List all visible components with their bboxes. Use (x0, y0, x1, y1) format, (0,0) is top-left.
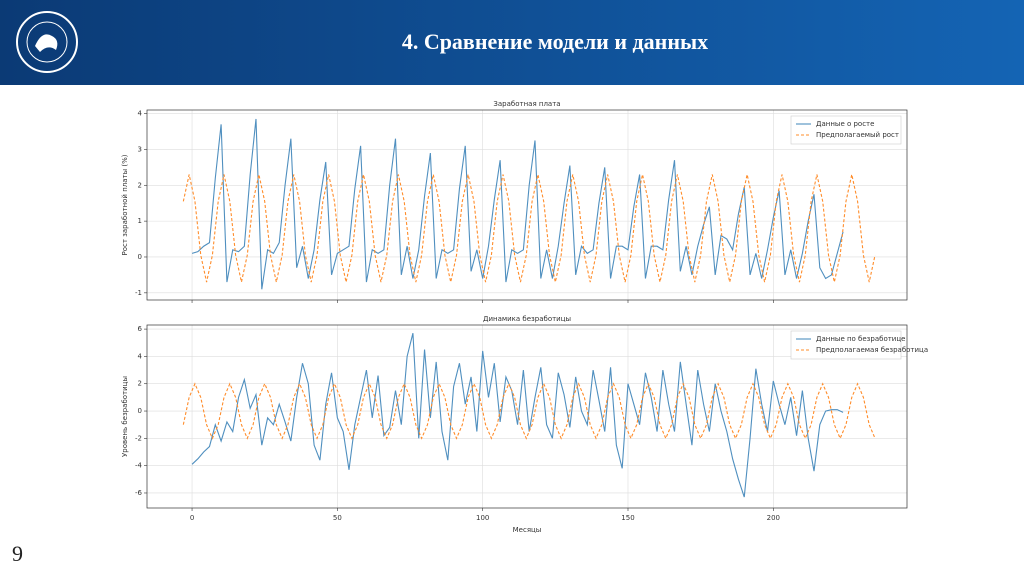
page-number: 9 (12, 541, 23, 566)
x-axis-label: Месяцы (513, 526, 542, 534)
y-tick-label: 4 (138, 352, 143, 360)
y-tick-label: 2 (138, 181, 142, 189)
series-line (191, 118, 844, 290)
legend-box (790, 115, 902, 145)
chart-title: Динамика безработицы (483, 315, 571, 323)
y-tick-label: -6 (135, 489, 143, 497)
legend-label: Предполагаемый рост (816, 131, 899, 139)
y-tick-label: 3 (138, 145, 142, 153)
legend-box (790, 330, 902, 360)
series-line (182, 174, 876, 283)
x-tick-label: 50 (333, 514, 342, 522)
series-line (182, 382, 876, 440)
y-tick-label: -1 (135, 289, 142, 297)
x-tick-label: 100 (476, 514, 489, 522)
y-tick-label: 6 (138, 325, 143, 333)
y-tick-label: 4 (138, 110, 143, 118)
y-tick-label: 2 (138, 380, 142, 388)
x-tick-label: 150 (621, 514, 634, 522)
y-tick-label: 0 (138, 407, 142, 415)
header-bar (0, 0, 1024, 85)
plot-frame (146, 324, 908, 509)
chart-title: Заработная плата (493, 100, 560, 108)
y-axis-label: Рост заработной платы (%) (121, 154, 129, 255)
plot-frame (146, 109, 908, 301)
series-line (191, 333, 844, 498)
x-tick-label: 0 (190, 514, 194, 522)
x-tick-label: 200 (767, 514, 780, 522)
legend-label: Данные о росте (816, 120, 874, 128)
y-tick-label: 1 (138, 217, 142, 225)
y-tick-label: -2 (135, 434, 142, 442)
y-axis-label: Уровень безработицы (121, 376, 129, 457)
legend-label: Данные по безработице (816, 335, 905, 343)
y-tick-label: -4 (135, 462, 143, 470)
slide-title: 4. Сравнение модели и данных (402, 29, 708, 54)
y-tick-label: 0 (138, 253, 142, 261)
logo (16, 11, 78, 73)
legend-label: Предполагаемая безработица (816, 346, 928, 354)
